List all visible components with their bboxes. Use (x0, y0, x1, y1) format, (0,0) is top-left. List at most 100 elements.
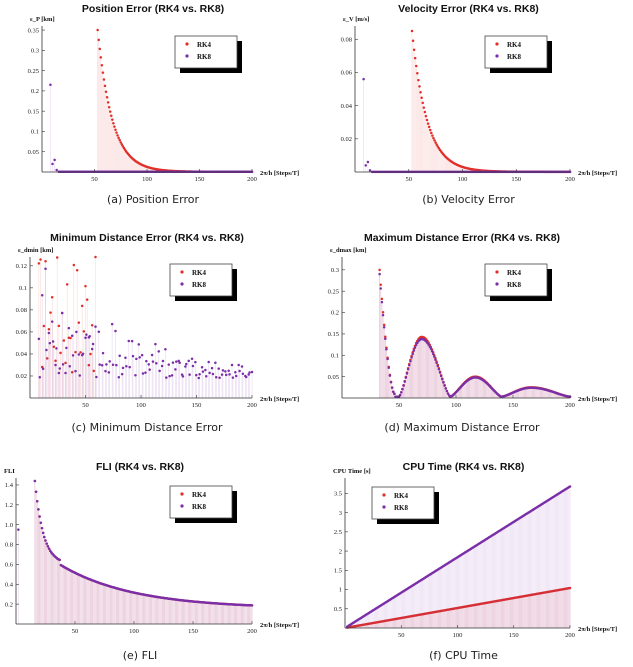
y-tick-label: 0.25 (328, 288, 339, 295)
data-point (368, 169, 372, 172)
data-point (415, 64, 418, 68)
x-tick-label: 200 (565, 632, 575, 639)
data-point (48, 549, 52, 552)
data-point (111, 118, 114, 121)
legend: RK4 RK8 (484, 35, 552, 73)
chart-title: Minimum Distance Error (RK4 vs. RK8) (50, 232, 244, 244)
y-tick-label: 1 (339, 587, 342, 594)
data-point (54, 363, 57, 367)
data-point (111, 363, 115, 366)
data-point (37, 337, 41, 341)
data-point (46, 545, 50, 548)
data-point (175, 360, 178, 363)
chart-title: FLI (RK4 vs. RK8) (96, 461, 184, 473)
data-point (49, 83, 52, 87)
data-point (124, 356, 127, 360)
data-point (389, 381, 393, 384)
x-tick-label: 150 (188, 628, 198, 635)
y-tick-label: 2 (339, 548, 342, 555)
data-point (130, 339, 134, 343)
y-tick-label: 0.04 (16, 351, 28, 358)
data-point (44, 259, 47, 263)
data-point (92, 369, 96, 373)
chart-4: Maximum Distance Error (RK4 vs. RK8) 50 10… (328, 232, 618, 434)
data-point (137, 343, 141, 346)
y-axis-label: ε_V [m/s] (343, 16, 369, 23)
data-point (82, 330, 86, 333)
data-point (55, 347, 58, 350)
data-point (190, 357, 194, 361)
data-point (78, 374, 81, 377)
data-point (427, 343, 430, 346)
y-tick-label: 0.05 (328, 374, 339, 381)
data-point (52, 345, 56, 348)
data-point (154, 342, 157, 346)
data-point (81, 352, 85, 355)
legend-label: RK8 (192, 281, 207, 289)
data-point (134, 373, 137, 377)
data-point (97, 330, 101, 333)
chart-2: Velocity Error (RK4 vs. RK8) 50 100 150 200 0… (341, 3, 618, 206)
data-point (171, 361, 175, 364)
data-point (55, 168, 58, 172)
data-point (160, 364, 164, 368)
data-point (50, 295, 54, 299)
chart-caption: (e) FLI (123, 649, 158, 662)
data-point (47, 547, 51, 550)
y-tick-label: 0.3 (331, 267, 339, 274)
data-point (414, 343, 418, 347)
data-point (118, 138, 121, 142)
data-point (430, 349, 434, 353)
data-point (437, 368, 441, 371)
data-point (57, 371, 61, 375)
data-point (79, 351, 82, 354)
data-point (102, 78, 106, 81)
data-point (220, 373, 224, 376)
y-tick-label: 0.2 (5, 601, 13, 608)
data-point (50, 320, 54, 323)
data-point (237, 363, 240, 367)
data-point (39, 521, 43, 524)
x-tick-label: 150 (509, 632, 519, 639)
y-tick-label: 3 (339, 510, 342, 517)
data-point (379, 287, 383, 290)
x-tick-label: 50 (72, 628, 79, 635)
data-point (17, 528, 20, 531)
data-point (49, 311, 52, 314)
data-point (51, 340, 55, 343)
data-point (71, 354, 75, 357)
data-point (240, 365, 244, 368)
y-axis-label: ε_dmax [km] (330, 247, 367, 254)
data-point (204, 368, 207, 372)
data-point (410, 356, 413, 359)
data-point (410, 29, 414, 33)
y-tick-label: 0.04 (341, 103, 353, 110)
data-point (430, 131, 433, 135)
x-tick-label: 150 (195, 176, 205, 183)
data-point (250, 604, 254, 607)
data-point (148, 368, 151, 371)
legend-label: RK4 (192, 491, 207, 499)
data-point (417, 78, 420, 82)
data-point (105, 363, 108, 366)
legend-label: RK4 (394, 492, 409, 500)
y-tick-label: 0.08 (16, 307, 27, 314)
data-point (433, 355, 436, 358)
data-point (127, 339, 131, 343)
data-point (426, 122, 430, 125)
data-point (435, 361, 438, 365)
data-point (425, 118, 429, 122)
data-point (99, 56, 103, 59)
data-point (433, 139, 436, 142)
data-point (88, 335, 91, 338)
data-point (94, 255, 97, 259)
legend-marker (495, 54, 499, 58)
data-point (42, 324, 46, 328)
series-rk4 (346, 586, 572, 629)
data-point (419, 91, 422, 94)
data-point (150, 353, 154, 357)
data-point (412, 48, 416, 51)
data-point (121, 366, 125, 370)
data-point (151, 360, 155, 363)
data-point (402, 384, 405, 387)
